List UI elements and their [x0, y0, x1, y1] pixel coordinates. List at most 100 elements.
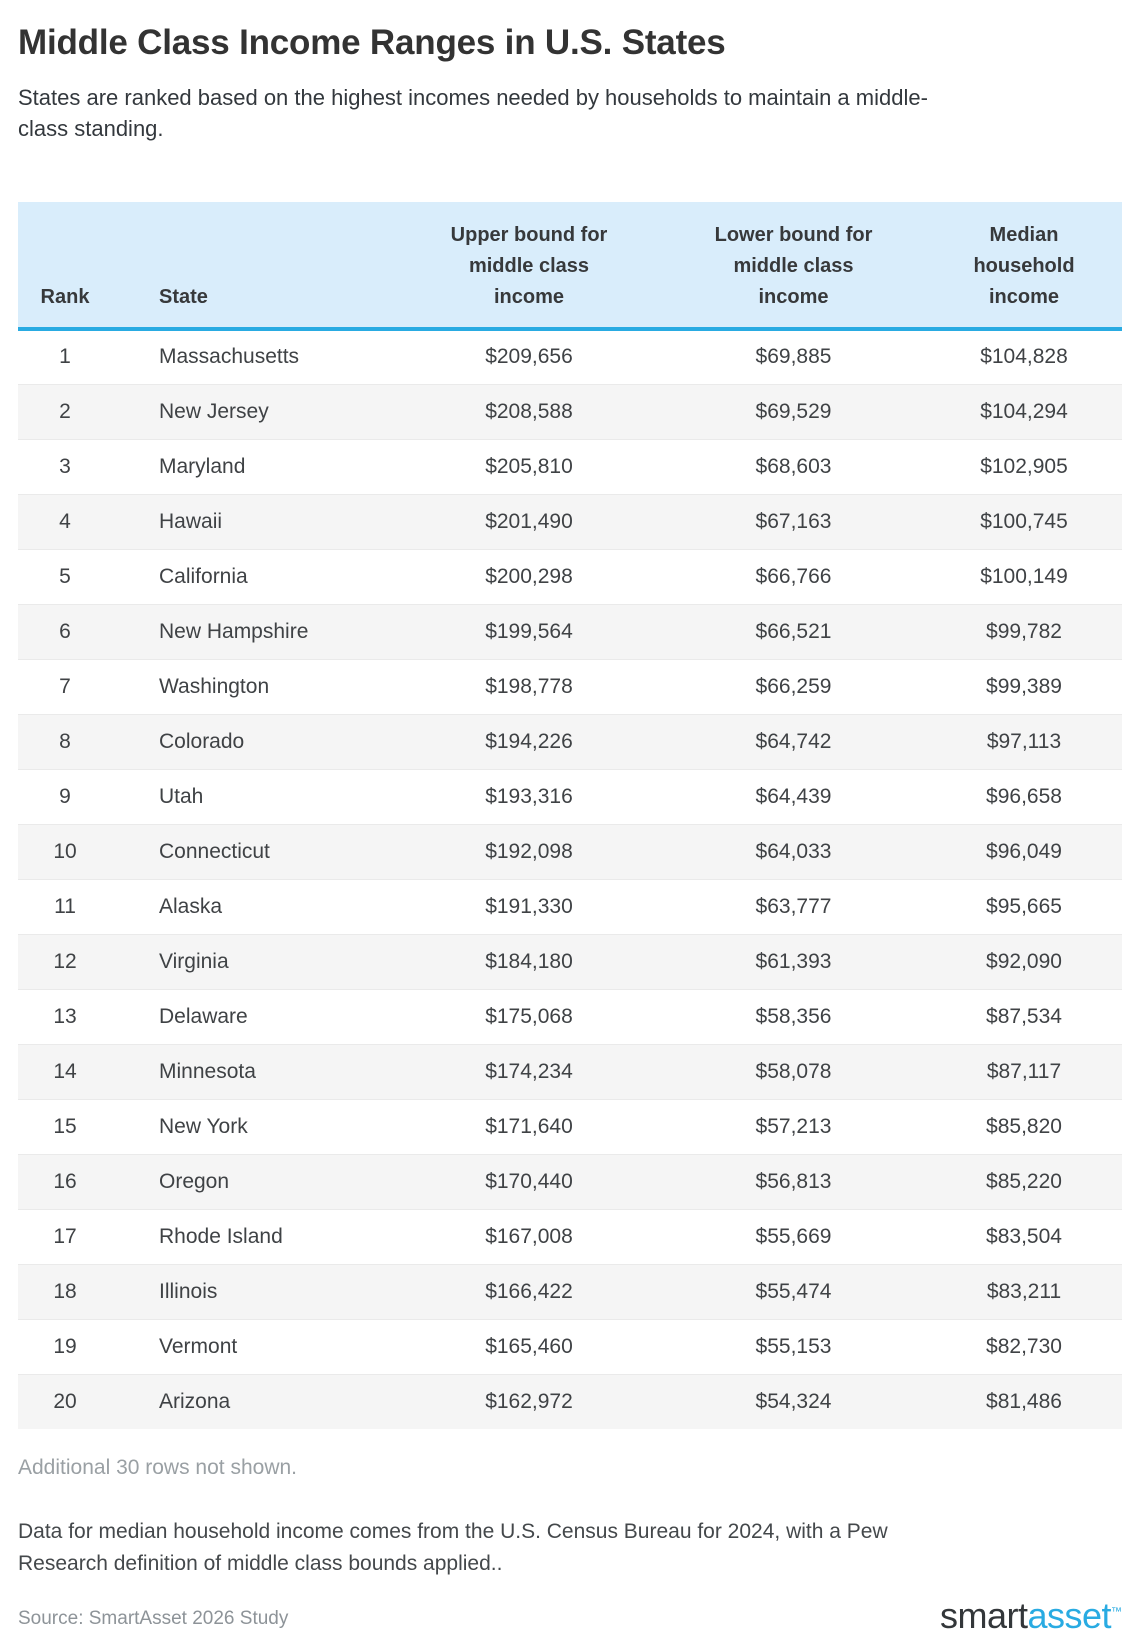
median-income-cell: $83,504 [926, 1208, 1122, 1264]
median-income-cell: $87,117 [926, 1043, 1122, 1099]
lower-bound-cell: $64,742 [661, 713, 926, 769]
table-row: 3 Maryland $205,810 $68,603 $102,905 [18, 438, 1122, 494]
lower-bound-cell: $58,356 [661, 988, 926, 1044]
lower-bound-cell: $55,669 [661, 1208, 926, 1264]
rank-cell: 7 [18, 658, 112, 714]
state-cell: Delaware [112, 988, 397, 1044]
upper-bound-cell: $200,298 [397, 548, 661, 604]
table-row: 15 New York $171,640 $57,213 $85,820 [18, 1098, 1122, 1154]
state-cell: Massachusetts [159, 345, 300, 369]
upper-bound-cell: $199,564 [397, 603, 661, 659]
table-row: 12 Virginia $184,180 $61,393 $92,090 [18, 933, 1122, 989]
state-cell: Arizona [112, 1373, 397, 1429]
lower-bound-cell: $55,153 [661, 1318, 926, 1374]
upper-bound-cell: $162,972 [397, 1373, 661, 1429]
lower-bound-cell: $63,777 [661, 878, 926, 934]
bottom-row: Source: SmartAsset 2026 Study smartasset… [18, 1592, 1122, 1636]
column-header-lower-bound: Lower bound for middle class income [661, 202, 926, 331]
table-row: 19 Vermont $165,460 $55,153 $82,730 [18, 1318, 1122, 1374]
rank-cell: 18 [18, 1263, 112, 1319]
upper-bound-cell: $171,640 [397, 1098, 661, 1154]
logo-trademark: ™ [1111, 1606, 1122, 1618]
upper-bound-cell: $201,490 [397, 493, 661, 549]
table-row: 18 Illinois $166,422 $55,474 $83,211 [18, 1263, 1122, 1319]
lower-bound-cell: $61,393 [661, 933, 926, 989]
page-subtitle: States are ranked based on the highest i… [18, 85, 928, 141]
median-income-cell: $104,294 [926, 383, 1122, 439]
lower-bound-cell: $68,603 [661, 438, 926, 494]
rank-cell: 11 [18, 878, 112, 934]
column-header-median: Median household income [926, 202, 1122, 331]
upper-bound-cell: $192,098 [397, 823, 661, 879]
table-row: 9 Utah $193,316 $64,439 $96,658 [18, 768, 1122, 824]
upper-bound-cell: $209,656 [485, 345, 573, 369]
rank-cell: 15 [18, 1098, 112, 1154]
median-income-cell: $87,534 [926, 988, 1122, 1044]
table-header: Rank State Upper bound for middle class … [18, 202, 1122, 331]
lower-bound-cell: $69,885 [755, 345, 832, 369]
rank-cell: 8 [18, 713, 112, 769]
rank-cell: 19 [18, 1318, 112, 1374]
state-cell: New Hampshire [112, 603, 397, 659]
table-row: 7 Washington $198,778 $66,259 $99,389 [18, 658, 1122, 714]
table-row: 2 New Jersey $208,588 $69,529 $104,294 [18, 383, 1122, 439]
upper-bound-cell: $174,234 [397, 1043, 661, 1099]
table-row: 13 Delaware $175,068 $58,356 $87,534 [18, 988, 1122, 1044]
state-cell: New Jersey [112, 383, 397, 439]
smartasset-logo: smartasset™ [940, 1592, 1122, 1636]
lower-bound-cell: $66,521 [661, 603, 926, 659]
lower-bound-cell: $67,163 [661, 493, 926, 549]
rank-cell: 20 [18, 1373, 112, 1429]
column-header-state: State [112, 202, 397, 331]
state-cell: New York [112, 1098, 397, 1154]
table-row: 4 Hawaii $201,490 $67,163 $100,745 [18, 493, 1122, 549]
median-income-cell: $96,049 [926, 823, 1122, 879]
upper-bound-cell: $198,778 [397, 658, 661, 714]
table-row: 16 Oregon $170,440 $56,813 $85,220 [18, 1153, 1122, 1209]
upper-bound-cell: $166,422 [397, 1263, 661, 1319]
rank-cell: 16 [18, 1153, 112, 1209]
state-cell: Alaska [112, 878, 397, 934]
upper-bound-cell: $205,810 [397, 438, 661, 494]
median-income-cell: $99,389 [926, 658, 1122, 714]
median-income-cell: $104,828 [980, 345, 1068, 369]
median-income-cell: $85,820 [926, 1098, 1122, 1154]
rank-cell: 2 [18, 383, 112, 439]
upper-bound-cell: $175,068 [397, 988, 661, 1044]
rank-cell: 13 [18, 988, 112, 1044]
upper-bound-cell: $170,440 [397, 1153, 661, 1209]
income-table: Rank State Upper bound for middle class … [18, 202, 1122, 1429]
upper-bound-cell: $194,226 [397, 713, 661, 769]
table-header-row: Rank State Upper bound for middle class … [18, 202, 1122, 331]
logo-asset-text: asset [1027, 1595, 1111, 1636]
rank-cell: 6 [18, 603, 112, 659]
rank-cell: 12 [18, 933, 112, 989]
median-income-cell: $83,211 [926, 1263, 1122, 1319]
rank-cell: 5 [18, 548, 112, 604]
lower-bound-cell: $58,078 [661, 1043, 926, 1099]
lower-bound-cell: $54,324 [661, 1373, 926, 1429]
median-income-cell: $96,658 [926, 768, 1122, 824]
state-cell: Rhode Island [112, 1208, 397, 1264]
state-cell: Hawaii [112, 493, 397, 549]
upper-bound-cell: $184,180 [397, 933, 661, 989]
table-row: 5 California $200,298 $66,766 $100,149 [18, 548, 1122, 604]
lower-bound-cell: $64,033 [661, 823, 926, 879]
table-row: 17 Rhode Island $167,008 $55,669 $83,504 [18, 1208, 1122, 1264]
state-cell: Utah [112, 768, 397, 824]
page-title: Middle Class Income Ranges in U.S. State… [18, 23, 726, 62]
table-row: 14 Minnesota $174,234 $58,078 $87,117 [18, 1043, 1122, 1099]
source-note: Source: SmartAsset 2026 Study [18, 1608, 289, 1629]
lower-bound-cell: $66,766 [661, 548, 926, 604]
additional-rows-note: Additional 30 rows not shown. [18, 1456, 297, 1479]
median-income-cell: $92,090 [926, 933, 1122, 989]
table-row: 1 Massachusetts $209,656 $69,885 $104,82… [18, 329, 1122, 384]
upper-bound-cell: $165,460 [397, 1318, 661, 1374]
state-cell: Oregon [112, 1153, 397, 1209]
rank-cell: 1 [59, 345, 71, 369]
state-cell: Vermont [112, 1318, 397, 1374]
state-cell: Maryland [112, 438, 397, 494]
median-income-cell: $85,220 [926, 1153, 1122, 1209]
rank-cell: 9 [18, 768, 112, 824]
rank-cell: 14 [18, 1043, 112, 1099]
